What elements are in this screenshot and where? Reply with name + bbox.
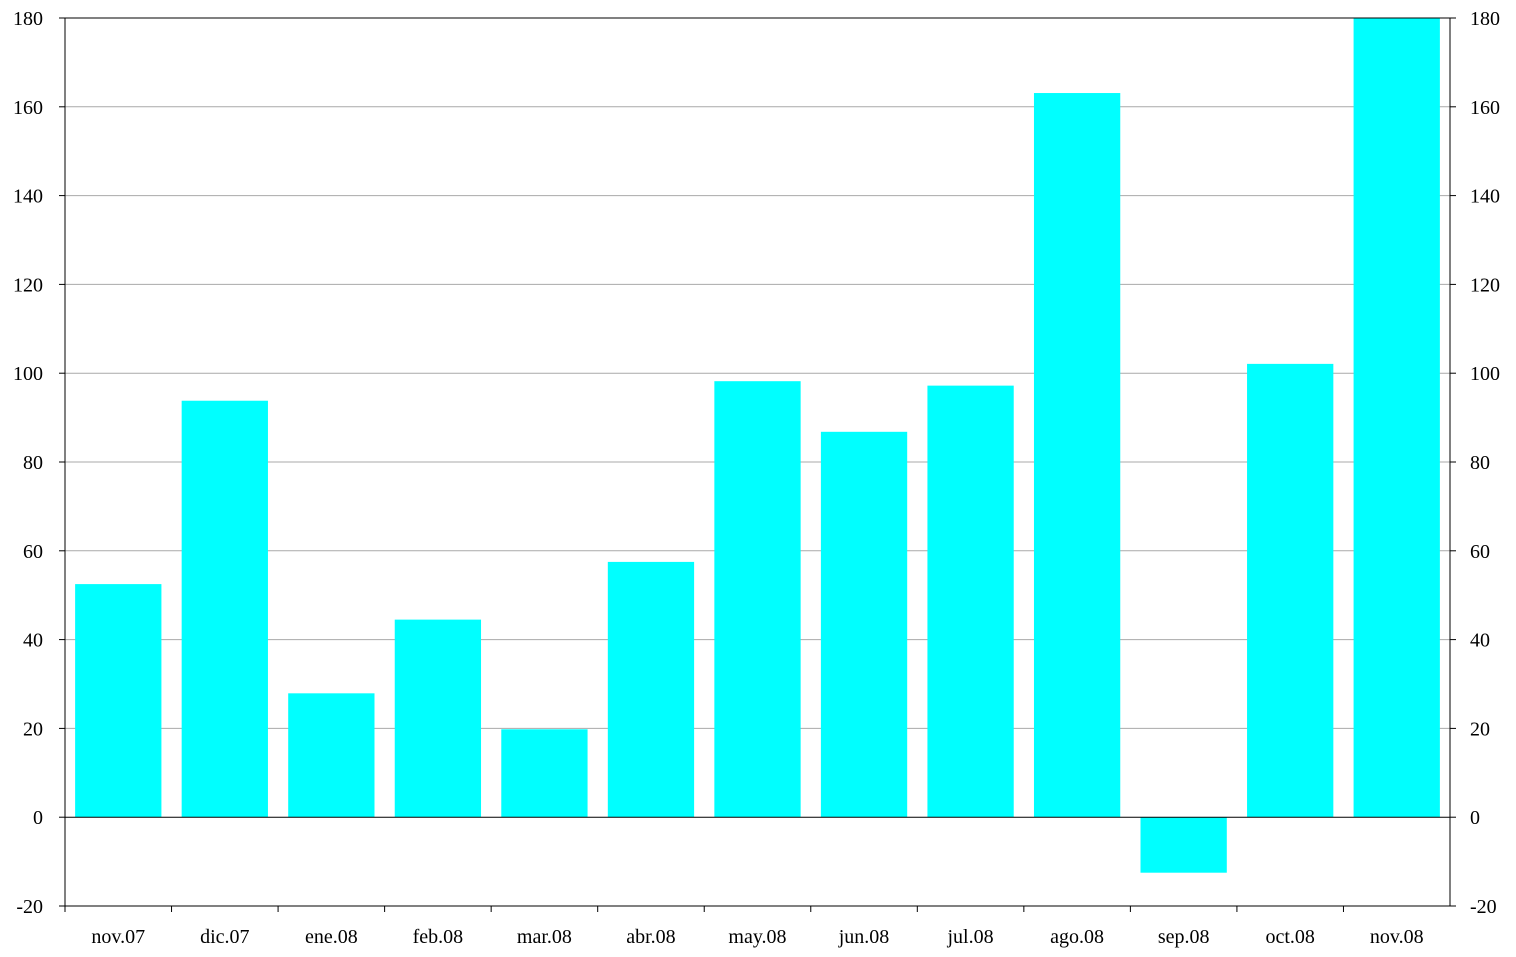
right-tick-label: 100 [1470, 363, 1500, 385]
right-tick-label: 60 [1470, 541, 1490, 563]
x-tick-label: may.08 [728, 926, 786, 948]
bar-mar.08 [501, 729, 588, 818]
left-tick-label: 60 [23, 541, 43, 563]
left-y-axis: -20 0 20 40 60 80 100 120 140 160 180 [13, 8, 65, 918]
bar-ene.08 [288, 693, 375, 818]
bar-jun.08 [820, 431, 908, 818]
bar-may.08 [714, 381, 801, 818]
right-tick-label: 40 [1470, 630, 1490, 652]
x-tick-label: mar.08 [517, 926, 572, 948]
left-tick-label: 40 [23, 630, 43, 652]
left-tick-label: 180 [13, 8, 43, 30]
bar-oct.08 [1247, 363, 1334, 818]
left-tick-label: 100 [13, 363, 43, 385]
left-tick-label: -20 [16, 896, 43, 918]
left-tick-label: 160 [13, 97, 43, 119]
right-tick-label: 120 [1470, 274, 1500, 296]
bar-jul.08 [927, 385, 1014, 818]
bar-abr.08 [607, 561, 695, 818]
left-tick-label: 0 [33, 807, 43, 829]
x-tick-label: jul.08 [947, 926, 994, 948]
x-tick-label: jun.08 [838, 926, 890, 948]
right-tick-label: 20 [1470, 718, 1490, 740]
x-tick-label: feb.08 [413, 926, 464, 948]
x-tick-label: ene.08 [305, 926, 358, 948]
bar-dic.07 [181, 400, 268, 818]
x-tick-label: oct.08 [1265, 926, 1314, 948]
x-tick-label: dic.07 [200, 926, 249, 948]
right-tick-label: 80 [1470, 452, 1490, 474]
x-tick-label: sep.08 [1158, 926, 1210, 948]
left-tick-label: 20 [23, 718, 43, 740]
bar-feb.08 [394, 619, 482, 818]
left-tick-label: 120 [13, 274, 43, 296]
right-tick-label: 140 [1470, 186, 1500, 208]
right-tick-label: 180 [1470, 8, 1500, 30]
right-tick-label: 160 [1470, 97, 1500, 119]
left-tick-label: 140 [13, 186, 43, 208]
right-tick-label: 0 [1470, 807, 1480, 829]
bar-ago.08 [1033, 93, 1121, 818]
x-tick-label: abr.08 [626, 926, 675, 948]
x-axis: nov.07 dic.07 ene.08 feb.08 mar.08 abr.08 may.… [64, 906, 1424, 948]
bar-sep.08 [1140, 817, 1227, 873]
left-tick-label: 80 [23, 452, 43, 474]
x-tick-label: ago.08 [1050, 926, 1104, 948]
x-tick-label: nov.08 [1370, 926, 1424, 948]
right-y-axis: -20 0 20 40 60 80 100 120 140 160 180 [1450, 8, 1500, 918]
bars [75, 18, 1440, 873]
right-tick-label: -20 [1470, 896, 1497, 918]
bar-nov.08 [1353, 18, 1440, 818]
bar-nov.07 [75, 584, 162, 818]
x-tick-label: nov.07 [91, 926, 145, 948]
